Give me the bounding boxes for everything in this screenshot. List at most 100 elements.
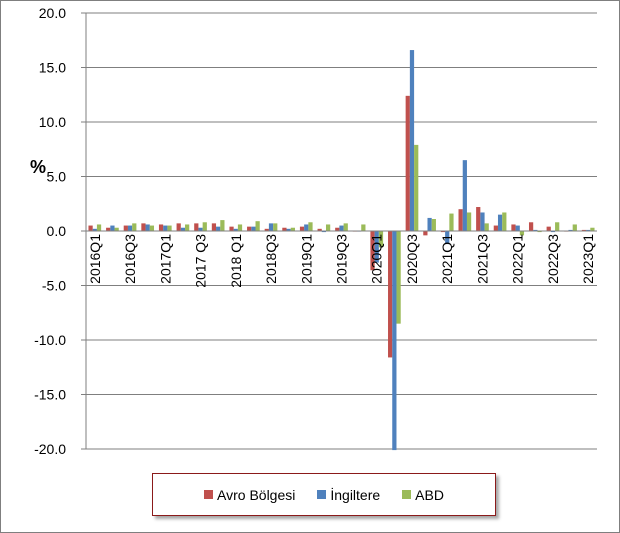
bar-2-26	[555, 222, 560, 231]
x-tick-label: 2018Q3	[263, 234, 279, 284]
bar-2-13	[325, 224, 331, 231]
bar-0-9	[247, 226, 252, 231]
bar-0-13	[317, 228, 322, 231]
x-tick-label: 2022Q1	[510, 234, 526, 284]
bar-2-19	[431, 219, 436, 231]
bar-0-16	[370, 231, 375, 271]
legend-label-ingiltere: İngiltere	[330, 486, 381, 503]
bar-1-28	[586, 229, 591, 231]
x-tick-label: 2022Q3	[545, 234, 561, 284]
x-tick-label: 2016Q1	[87, 234, 103, 284]
bar-1-2	[127, 225, 133, 231]
bar-1-7	[216, 226, 221, 231]
legend-swatch-ingiltere	[317, 490, 327, 499]
bar-1-17	[392, 231, 397, 451]
bar-0-0	[88, 225, 93, 231]
bar-2-28	[590, 227, 595, 231]
x-tick-label: 2021Q3	[474, 234, 490, 284]
bar-1-5	[180, 227, 186, 231]
bar-1-26	[550, 231, 556, 233]
bar-2-17	[396, 231, 401, 324]
y-tick-label: 0.0	[47, 223, 67, 239]
bar-2-25	[537, 231, 542, 233]
bar-1-1	[110, 225, 115, 231]
bar-2-12	[308, 222, 313, 231]
bar-1-27	[568, 229, 573, 231]
x-tick-label: 2016Q3	[122, 234, 138, 284]
y-tick-label: -5.0	[42, 278, 66, 294]
bar-2-3	[149, 225, 155, 231]
y-tick-label: -15.0	[34, 387, 66, 403]
bar-0-4	[158, 224, 164, 231]
bar-1-8	[233, 228, 238, 231]
bar-1-14	[339, 225, 344, 231]
x-tick-label: 2020Q3	[404, 234, 420, 284]
legend-swatch-avro	[204, 490, 214, 499]
legend-item-ingiltere: İngiltere	[317, 487, 380, 503]
bar-0-20	[440, 231, 446, 233]
x-tick-label: 2023Q1	[580, 234, 596, 284]
bar-1-11	[286, 228, 291, 231]
x-tick-label: 2018 Q1	[228, 234, 244, 288]
bar-2-15	[361, 224, 366, 231]
bar-2-22	[484, 223, 489, 231]
bar-1-13	[321, 231, 326, 233]
bar-0-18	[405, 95, 410, 231]
bar-2-11	[290, 227, 295, 231]
y-tick-label: -10.0	[34, 332, 66, 348]
bar-1-24	[515, 225, 520, 231]
bar-0-17	[388, 231, 393, 358]
x-tick-label: 2021Q1	[439, 234, 455, 284]
bar-2-14	[343, 223, 348, 231]
legend-swatch-abd	[402, 490, 412, 499]
bar-1-6	[198, 227, 203, 231]
y-axis-label: %	[30, 157, 47, 177]
y-tick-label: 15.0	[39, 60, 66, 76]
bar-0-24	[511, 224, 516, 231]
bar-1-0	[92, 228, 97, 231]
bar-1-10	[268, 223, 274, 231]
bar-1-20	[445, 231, 450, 245]
bar-0-21	[458, 209, 463, 231]
bar-2-8	[237, 224, 243, 231]
bar-0-11	[282, 227, 287, 231]
bar-0-12	[299, 226, 305, 231]
bar-0-25	[528, 222, 534, 231]
bar-1-21	[462, 160, 467, 231]
bar-1-22	[480, 212, 485, 231]
y-tick-label: 20.0	[39, 5, 66, 21]
bar-2-24	[519, 231, 525, 236]
legend-item-avro: Avro Bölgesi	[204, 487, 295, 503]
bar-0-28	[581, 229, 587, 231]
bar-0-6	[194, 223, 199, 231]
bar-0-14	[335, 227, 340, 231]
bar-2-9	[255, 221, 260, 231]
y-tick-label: -20.0	[34, 441, 66, 457]
x-tick-label: 2020Q1	[369, 234, 385, 284]
bar-0-22	[476, 207, 481, 231]
bar-0-1	[106, 227, 111, 231]
bar-0-8	[229, 226, 234, 231]
bar-2-2	[132, 223, 137, 231]
bar-1-19	[427, 217, 432, 231]
legend: Avro Bölgesi İngiltere ABD	[152, 473, 496, 516]
bar-2-7	[220, 220, 225, 231]
bar-2-6	[202, 222, 207, 231]
bar-0-5	[176, 223, 181, 231]
legend-item-abd: ABD	[402, 487, 444, 503]
bar-1-16	[374, 231, 379, 263]
y-tick-label: 10.0	[39, 114, 66, 130]
bar-2-27	[572, 224, 577, 231]
bar-1-25	[533, 229, 538, 231]
x-tick-label: 2017Q1	[157, 234, 173, 284]
bar-1-18	[409, 50, 415, 232]
bar-2-10	[273, 223, 278, 231]
bar-1-23	[497, 214, 503, 231]
bar-2-18	[414, 144, 419, 231]
bar-2-5	[185, 224, 190, 231]
bar-0-26	[546, 226, 551, 231]
bar-1-3	[145, 224, 150, 231]
bar-2-1	[114, 227, 119, 231]
